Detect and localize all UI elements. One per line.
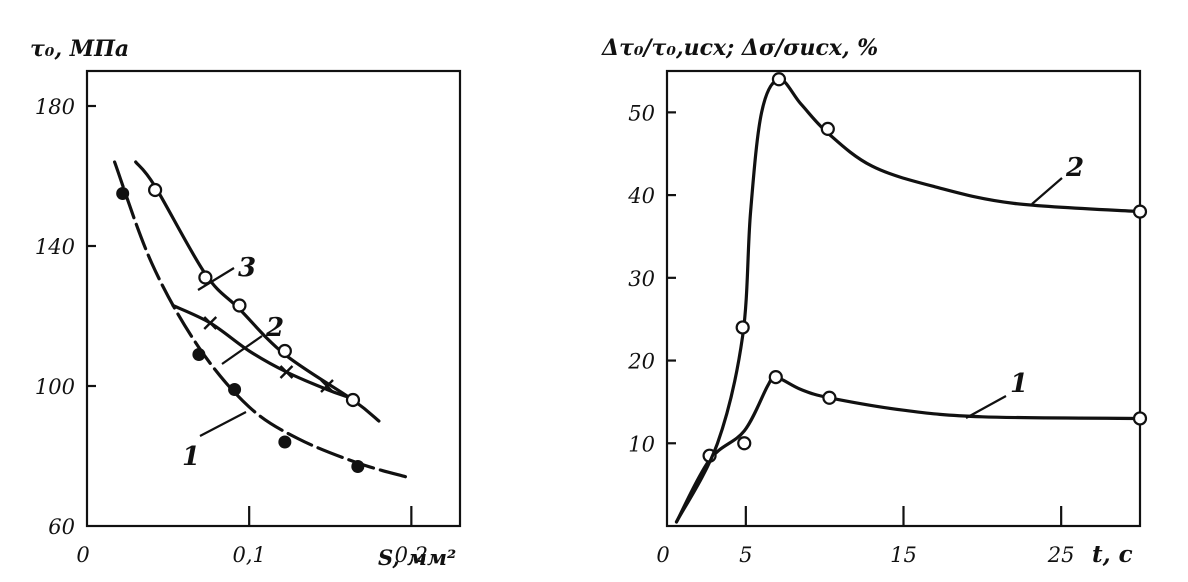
left-series-1-point xyxy=(351,460,365,473)
right-series-2-point xyxy=(735,320,750,335)
chart-right-xlabel: t, c xyxy=(1092,541,1133,568)
x-tick-label: 0,1 xyxy=(232,543,265,567)
left-series-1-point xyxy=(116,187,130,200)
right-series-1-point xyxy=(822,390,837,405)
cross-stroke xyxy=(279,365,294,379)
x-tick-label: 0 xyxy=(76,543,89,567)
x-tick-label: 15 xyxy=(890,543,917,567)
series-label: 3 xyxy=(238,253,256,283)
series-label: 2 xyxy=(1065,153,1084,183)
left-series-3-point xyxy=(345,392,361,408)
chart-right-frame xyxy=(665,69,1142,528)
series-label-leader xyxy=(221,335,263,365)
y-tick-label: 30 xyxy=(628,267,655,291)
left-series-3-point xyxy=(198,270,213,285)
right-series-2-point xyxy=(1132,204,1148,219)
series-label: 1 xyxy=(182,442,200,472)
series-label: 1 xyxy=(1010,369,1028,399)
y-tick-label: 100 xyxy=(35,375,75,399)
right-series-2-point xyxy=(820,121,835,137)
right-series-1-point xyxy=(737,436,752,451)
y-tick-label: 10 xyxy=(628,432,655,456)
left-series-1-line xyxy=(113,160,409,479)
left-series-2-point xyxy=(279,365,294,379)
left-series-3-line xyxy=(134,160,381,423)
left-series-3-point xyxy=(277,343,292,359)
left-series-3-point xyxy=(232,298,247,313)
y-tick-label: 140 xyxy=(35,235,75,259)
series-label: 2 xyxy=(265,313,284,343)
y-tick-label: 50 xyxy=(628,101,655,125)
x-tick-label: 0,2 xyxy=(395,543,428,567)
right-series-2-point xyxy=(771,72,787,87)
chart-left-xlabel: S, мм² xyxy=(378,545,456,570)
left-series-3-point xyxy=(148,182,163,198)
left-series-1-point xyxy=(228,383,242,396)
right-series-2-line xyxy=(674,77,1142,524)
cross-stroke xyxy=(320,379,334,393)
chart-right: Δτ₀/τ₀,исх; Δσ/σисх, % t, c 0 5 15 25 10 20 30… xyxy=(601,35,1148,568)
chart-left-frame xyxy=(85,69,462,528)
x-tick-label: 0 xyxy=(656,543,669,567)
y-tick-label: 60 xyxy=(48,515,75,539)
right-series-1-line xyxy=(674,375,1142,524)
chart-left-ylabel: τ₀, МПа xyxy=(30,36,129,62)
x-tick-label: 25 xyxy=(1047,543,1075,567)
series-label-leader xyxy=(1031,177,1063,205)
left-series-1-point xyxy=(278,435,292,449)
series-label-leader xyxy=(965,395,1007,419)
left-series-1-point xyxy=(192,348,206,361)
left-series-2-point xyxy=(203,316,218,330)
right-series-1-point xyxy=(1132,411,1148,426)
right-series-1-point xyxy=(768,369,783,385)
chart-right-ylabel: Δτ₀/τ₀,исх; Δσ/σисх, % xyxy=(601,35,878,61)
series-label-leader xyxy=(199,411,247,437)
x-tick-label: 5 xyxy=(739,543,752,567)
y-tick-label: 180 xyxy=(35,95,75,119)
chart-left: τ₀, МПа S, мм² 0 0,1 0,2 60 100 140 180 1 23 xyxy=(30,36,462,570)
cross-stroke xyxy=(203,316,218,330)
y-tick-label: 20 xyxy=(627,350,655,374)
y-tick-label: 40 xyxy=(627,184,655,208)
series-label-leader xyxy=(197,267,235,291)
